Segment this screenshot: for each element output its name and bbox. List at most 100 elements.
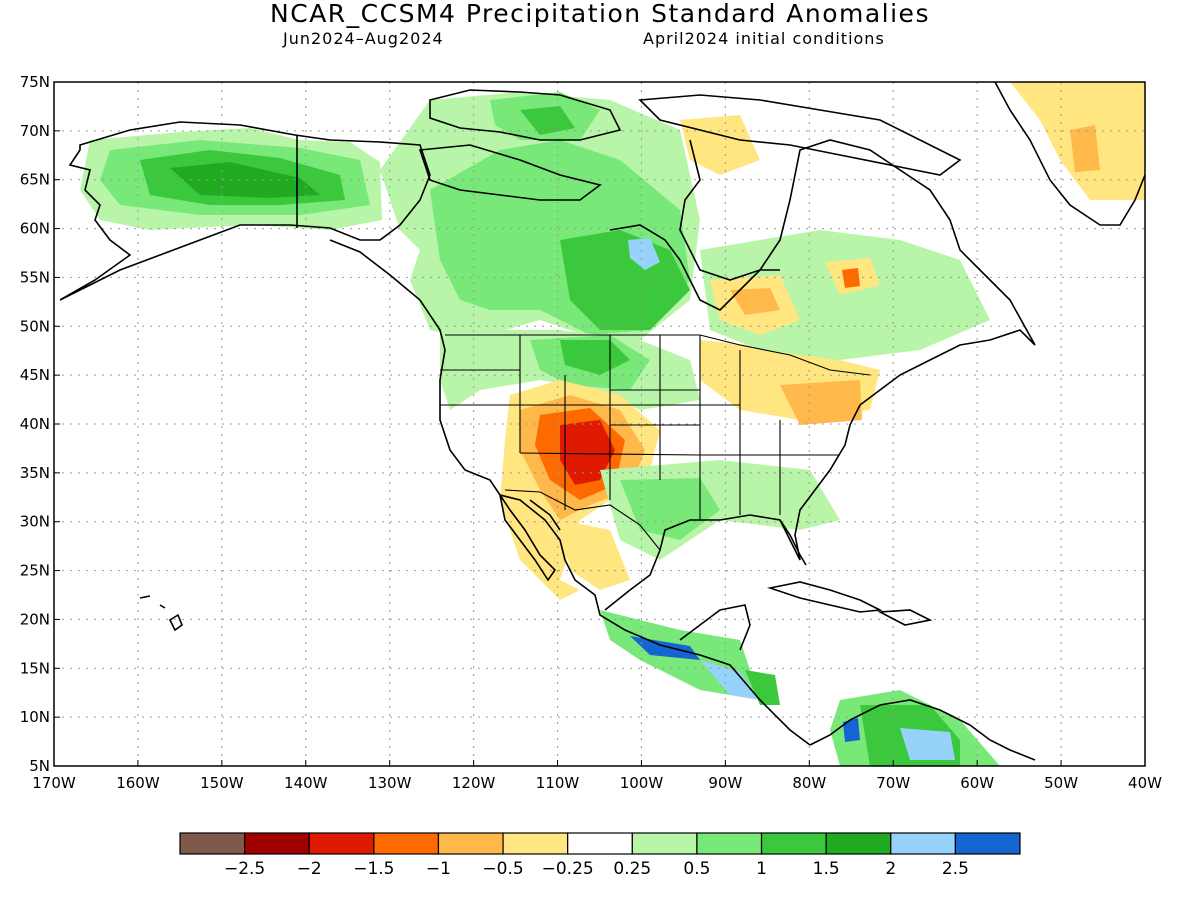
coast-florida: [779, 519, 807, 566]
lat-tick-label: 70N: [20, 122, 50, 140]
anomaly-fields: [80, 82, 1145, 766]
coast-gulf-ca: [529, 499, 561, 531]
lat-tick-label: 40N: [20, 415, 50, 433]
lon-tick-label: 80W: [792, 774, 826, 792]
lon-tick-label: 120W: [452, 774, 496, 792]
legend-swatch: [179, 832, 246, 855]
coast-cuba: [766, 581, 883, 613]
field-greenland-orange: [1070, 125, 1100, 172]
lon-tick-label: 70W: [876, 774, 910, 792]
lon-tick-label: 110W: [536, 774, 580, 792]
legend-swatch: [567, 832, 633, 855]
legend-label: 2: [885, 859, 896, 879]
longitude-labels: 170W 160W 150W 140W 130W 120W 110W 100W 90W 80W 70…: [32, 760, 1162, 792]
field-mexico-yellow: [560, 520, 630, 590]
border-us-canada: [445, 334, 871, 376]
legend-label: 0.25: [613, 859, 651, 879]
coastlines: [59, 82, 1145, 761]
field-quebec-orange: [730, 288, 780, 315]
field-centralam-green: [745, 670, 780, 705]
lon-tick-label: 90W: [708, 774, 742, 792]
border-states-v: [519, 335, 781, 520]
coast-arctic-1: [429, 89, 622, 141]
lon-tick-label: 100W: [620, 774, 664, 792]
legend-swatch: [244, 832, 310, 855]
borders: [440, 334, 871, 551]
lat-tick-label: 30N: [20, 513, 50, 531]
coast-alaska: [59, 121, 431, 301]
field-labrador-orange: [842, 268, 860, 288]
lat-tick-label: 10N: [20, 708, 50, 726]
lon-tick-label: 170W: [32, 774, 76, 792]
lat-tick-label: 65N: [20, 171, 50, 189]
legend-label: −1: [426, 859, 451, 879]
field-southeast: [620, 478, 720, 540]
coast-pacific: [329, 239, 811, 746]
coast-greenland: [994, 82, 1145, 226]
lat-tick-label: 75N: [20, 73, 50, 91]
legend-swatch: [631, 832, 698, 855]
legend-swatch: [825, 832, 892, 855]
lon-tick-label: 150W: [200, 774, 244, 792]
chart-title: NCAR_CCSM4 Precipitation Standard Anomal…: [270, 0, 930, 28]
coast-hudson: [609, 224, 780, 311]
field-samerica-darkblue: [843, 718, 860, 742]
lon-tick-label: 40W: [1128, 774, 1162, 792]
field-alaska-dark: [170, 162, 320, 198]
lat-tick-label: 15N: [20, 659, 50, 677]
legend-swatch: [502, 832, 569, 855]
field-east-orange: [780, 380, 862, 425]
color-legend: −2.5 −2 −1.5 −1 −0.5 −0.25 0.25 0.5 1 1.5 2 2.5: [179, 832, 1021, 879]
field-hudson-blue: [628, 238, 660, 270]
legend-label: −1.5: [353, 859, 394, 879]
border-states-h: [440, 369, 840, 456]
lon-tick-label: 140W: [284, 774, 328, 792]
legend-swatch: [954, 832, 1021, 855]
coast-gulf-mexico: [604, 404, 861, 611]
latitude-labels: 5N 10N 15N 20N 25N 30N 35N 40N 45N 50N 55N 60N 65N 70…: [20, 73, 60, 775]
coast-arctic-3: [418, 144, 602, 201]
lon-tick-label: 130W: [368, 774, 412, 792]
field-plains-mid: [560, 340, 630, 375]
graticule: [54, 82, 1145, 766]
coast-yucatan: [679, 604, 751, 651]
lat-tick-label: 35N: [20, 464, 50, 482]
field-centralam-blue: [700, 660, 760, 700]
legend-swatch: [760, 832, 827, 855]
field-arctic-mid: [520, 106, 575, 135]
legend-label: 0.5: [683, 859, 710, 879]
legend-label: −2.5: [224, 859, 265, 879]
legend-label: 1.5: [813, 859, 840, 879]
legend-swatch: [308, 832, 375, 855]
legend-swatch: [437, 832, 504, 855]
forecast-period: Jun2024–Aug2024: [283, 29, 444, 48]
lat-tick-label: 60N: [20, 220, 50, 238]
coast-hispaniola: [877, 609, 933, 626]
lat-tick-label: 45N: [20, 366, 50, 384]
border-us-mexico: [504, 489, 661, 551]
field-samerica-blue: [900, 728, 955, 760]
legend-label: −0.25: [542, 859, 594, 879]
coast-baja: [499, 494, 557, 582]
coast-atlantic: [679, 139, 1036, 406]
lat-tick-label: 55N: [20, 268, 50, 286]
coast-arctic-2: [638, 94, 962, 176]
field-canada-mid: [560, 230, 690, 330]
lat-tick-label: 25N: [20, 562, 50, 580]
lon-tick-label: 50W: [1044, 774, 1078, 792]
legend-swatch: [373, 832, 440, 855]
legend-swatch: [890, 832, 956, 855]
lat-tick-label: 50N: [20, 317, 50, 335]
initial-conditions: April2024 initial conditions: [643, 29, 885, 48]
lat-tick-label: 5N: [29, 757, 50, 775]
legend-label: −2: [297, 859, 322, 879]
lat-tick-label: 20N: [20, 610, 50, 628]
legend-swatch: [696, 832, 763, 855]
coast-samerica: [809, 699, 1036, 761]
legend-label: −0.5: [482, 859, 523, 879]
legend-label: 1: [756, 859, 767, 879]
lon-tick-label: 60W: [960, 774, 994, 792]
field-sw-red: [560, 420, 615, 485]
legend-label: 2.5: [942, 859, 969, 879]
